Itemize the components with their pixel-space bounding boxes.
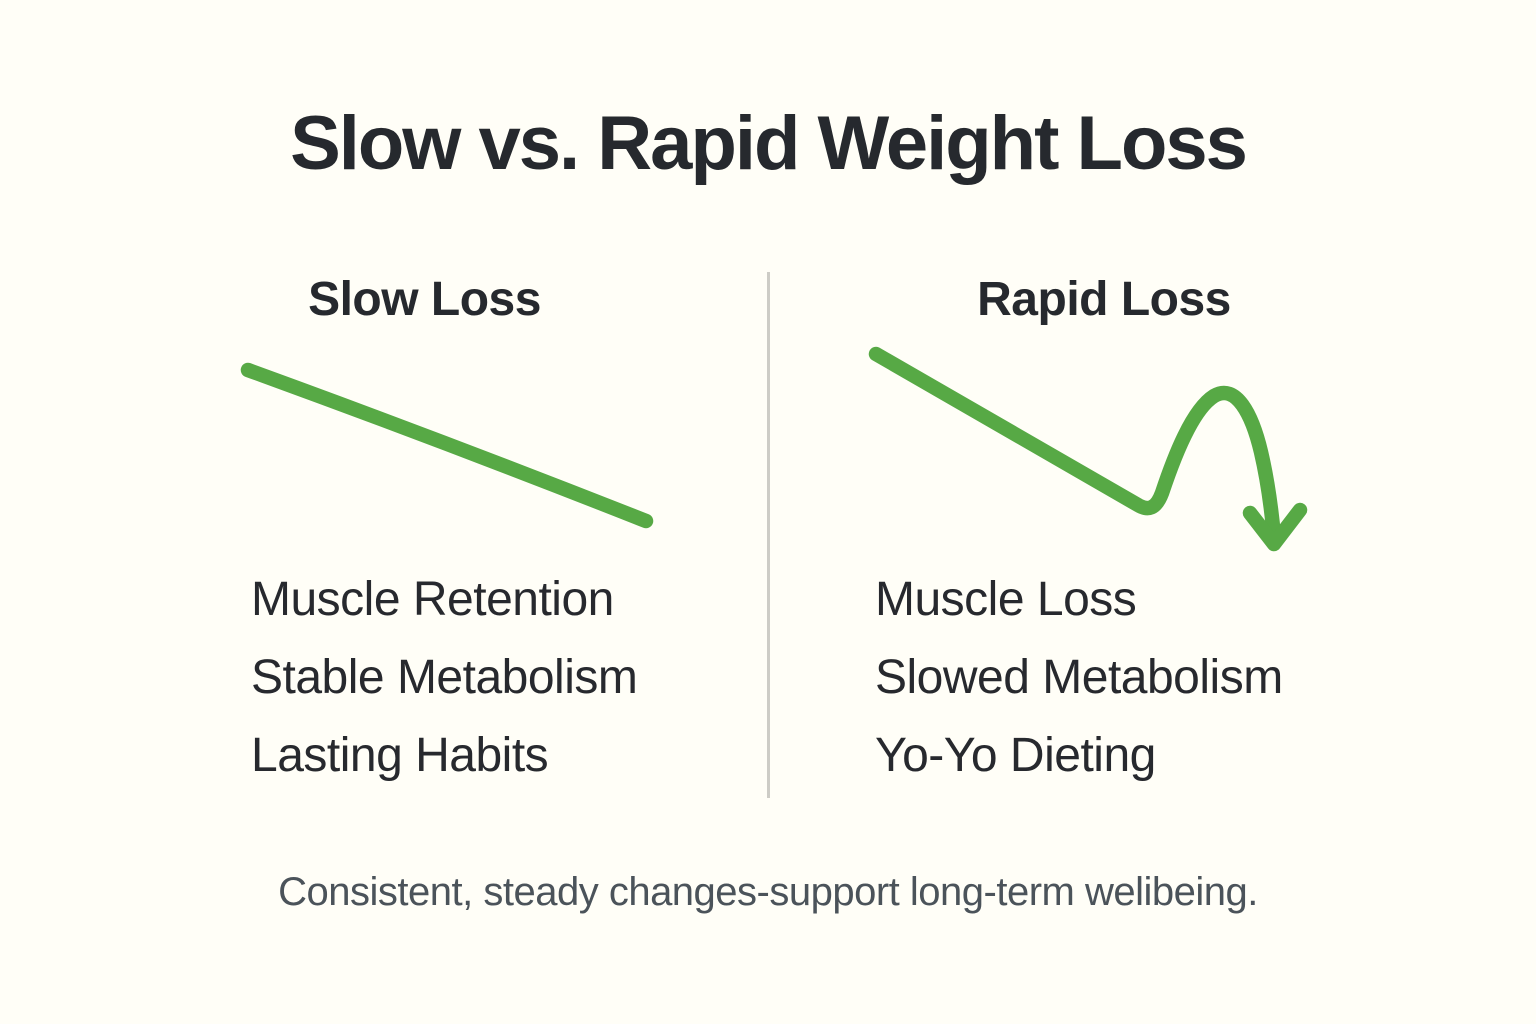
list-item: Muscle Loss bbox=[875, 573, 1137, 626]
slow-decline-line-icon bbox=[240, 362, 654, 529]
list-item: Lasting Habits bbox=[251, 729, 549, 782]
arrowhead-icon bbox=[1242, 502, 1308, 552]
column-divider bbox=[767, 272, 770, 798]
list-item: Muscle Retention bbox=[251, 573, 614, 626]
list-item: Yo-Yo Dieting bbox=[875, 729, 1156, 782]
rapid-loss-items-list: Muscle Loss Slowed Metabolism Yo-Yo Diet… bbox=[875, 561, 1283, 795]
rapid-decline-rebound-arrow-icon bbox=[868, 346, 1282, 545]
list-item: Slowed Metabolism bbox=[875, 651, 1283, 704]
slow-loss-items-list: Muscle Retention Stable Metabolism Lasti… bbox=[251, 561, 638, 795]
list-item: Stable Metabolism bbox=[251, 651, 638, 704]
page-title: Slow vs. Rapid Weight Loss bbox=[290, 101, 1248, 186]
column-header-rapid-loss: Rapid Loss bbox=[977, 273, 1231, 326]
footer-caption: Consistent, steady changes-support long-… bbox=[278, 870, 1258, 914]
column-header-slow-loss: Slow Loss bbox=[308, 273, 541, 326]
